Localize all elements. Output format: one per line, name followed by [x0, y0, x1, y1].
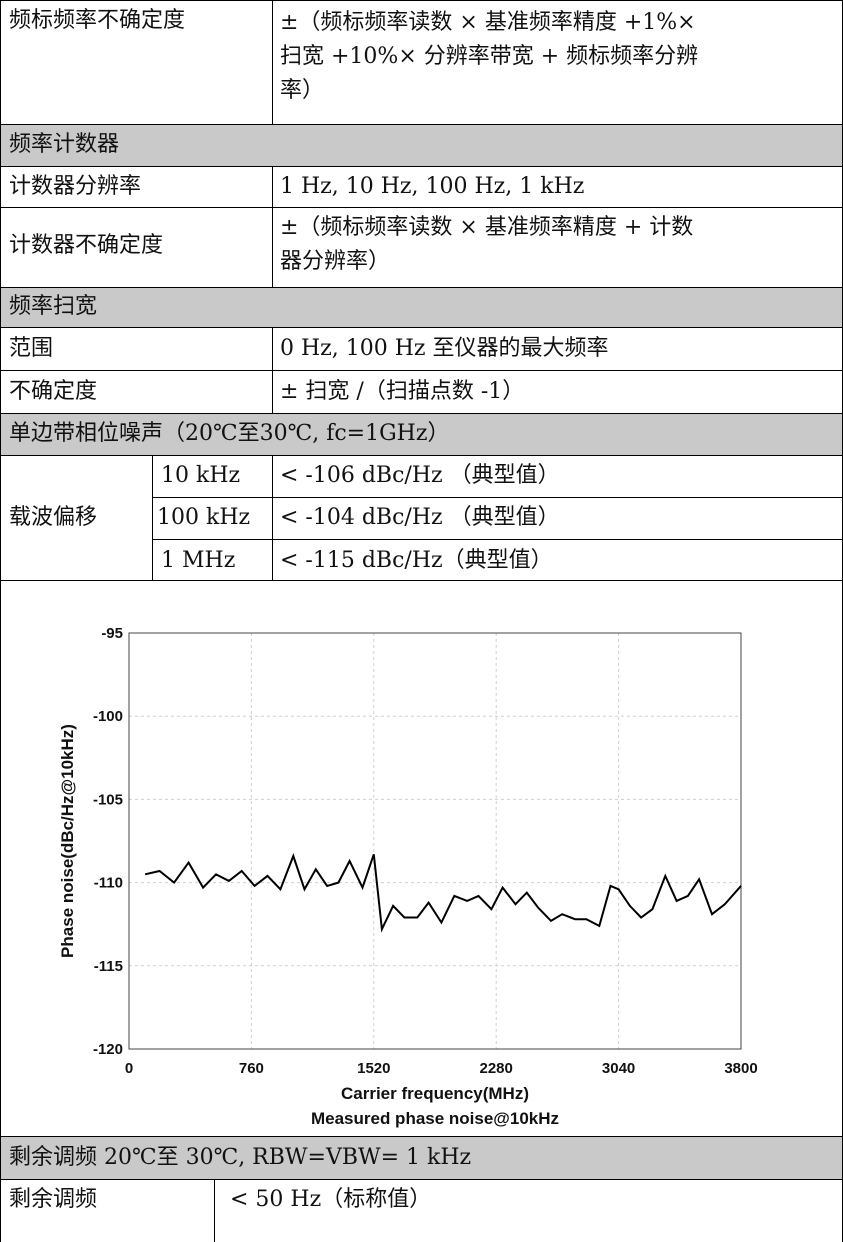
x-tick-label: 3800 [724, 1060, 757, 1077]
x-tick-label: 760 [239, 1060, 264, 1077]
row-value: < 50 Hz（标称值） [230, 1187, 432, 1212]
y-tick-label: -120 [93, 1041, 123, 1058]
section-header-phase-noise: 单边带相位噪声（20℃至30℃, fc=1GHz） [0, 414, 843, 456]
section-header-residual-fm: 剩余调频 20℃至 30℃, RBW=VBW= 1 kHz [0, 1137, 843, 1180]
row-value-line: ±（频标频率读数 × 基准频率精度 + 计数 [280, 215, 694, 240]
section-title: 频率扫宽 [9, 294, 98, 319]
y-tick-label: -105 [93, 791, 123, 808]
section-header-freq-counter: 频率计数器 [0, 125, 843, 167]
section-header-freq-span: 频率扫宽 [0, 288, 843, 328]
phase-noise-chart: 0 760 1520 2280 3040 3800 -95 -100 -105 -110 -115 -… [58, 625, 758, 1128]
row-span-range: 范围 0 Hz, 100 Hz 至仪器的最大频率 [0, 328, 843, 371]
section-title: 单边带相位噪声（20℃至30℃, fc=1GHz） [9, 421, 450, 446]
row-value-line: 扫宽 +10%× 分辨率带宽 + 频标频率分辨 [280, 44, 699, 69]
chart-grid [129, 633, 741, 1049]
row-label: 不确定度 [9, 379, 98, 404]
section-title: 频率计数器 [9, 132, 120, 157]
row-marker-freq-uncertainty: 频标频率不确定度 ±（频标频率读数 × 基准频率精度 +1%× 扫宽 +10%×… [0, 0, 843, 125]
row-value: 0 Hz, 100 Hz 至仪器的最大频率 [280, 336, 609, 361]
offset-value: < -106 dBc/Hz （典型值） [280, 463, 560, 488]
row-label: 范围 [9, 336, 54, 361]
offset-label: 10 kHz [161, 463, 241, 488]
chart-caption: Measured phase noise@10kHz [311, 1109, 559, 1128]
row-label: 频标频率不确定度 [9, 8, 186, 33]
column-divider [272, 371, 273, 413]
row-counter-uncertainty: 计数器不确定度 ±（频标频率读数 × 基准频率精度 + 计数 器分辨率） [0, 208, 843, 288]
y-tick-label: -100 [93, 708, 123, 725]
y-tick-label: -95 [101, 625, 123, 642]
column-divider [272, 456, 273, 580]
chart-row: 0 760 1520 2280 3040 3800 -95 -100 -105 -110 -115 -… [0, 581, 843, 1137]
offset-label: 100 kHz [157, 505, 251, 530]
y-tick-label: -115 [94, 958, 123, 975]
plot-frame [128, 632, 742, 1050]
section-title: 剩余调频 20℃至 30℃, RBW=VBW= 1 kHz [9, 1145, 472, 1170]
row-value: 1 Hz, 10 Hz, 100 Hz, 1 kHz [280, 174, 585, 199]
row-span-uncertainty: 不确定度 ± 扫宽 /（扫描点数 -1） [0, 371, 843, 414]
offset-value: < -104 dBc/Hz （典型值） [280, 505, 560, 530]
x-tick-label: 1520 [357, 1060, 390, 1077]
chart-ticks: 0 760 1520 2280 3040 3800 -95 -100 -105 -110 -115 -… [93, 625, 758, 1077]
column-divider [272, 167, 273, 207]
sub-row-divider [152, 539, 842, 540]
x-tick-label: 3040 [602, 1060, 635, 1077]
column-divider [272, 208, 273, 287]
row-value-line: 器分辨率） [280, 249, 391, 274]
x-axis-label: Carrier frequency(MHz) [341, 1084, 529, 1103]
column-divider [272, 328, 273, 370]
row-label: 载波偏移 [9, 505, 98, 530]
row-label: 剩余调频 [9, 1187, 98, 1212]
row-label: 计数器不确定度 [9, 233, 164, 258]
row-residual-fm: 剩余调频 < 50 Hz（标称值） [0, 1180, 843, 1242]
column-divider [152, 456, 153, 580]
series-line [144, 853, 742, 933]
y-tick-label: -110 [94, 875, 123, 892]
x-tick-label: 2280 [480, 1060, 513, 1077]
column-divider [272, 1, 273, 124]
sub-row-divider [152, 497, 842, 498]
offset-label: 1 MHz [161, 548, 236, 573]
row-carrier-offset: 载波偏移 10 kHz 100 kHz 1 MHz < -106 dBc/Hz … [0, 456, 843, 581]
row-value-line: 率） [280, 78, 325, 103]
row-counter-resolution: 计数器分辨率 1 Hz, 10 Hz, 100 Hz, 1 kHz [0, 167, 843, 208]
offset-value: < -115 dBc/Hz（典型值） [280, 548, 553, 573]
row-value: ± 扫宽 /（扫描点数 -1） [280, 379, 525, 404]
x-tick-label: 0 [125, 1060, 133, 1077]
row-label: 计数器分辨率 [9, 174, 142, 199]
column-divider [214, 1180, 215, 1242]
y-axis-label: Phase noise(dBc/Hz@10kHz) [58, 724, 77, 958]
row-value-line: ±（频标频率读数 × 基准频率精度 +1%× [280, 10, 696, 35]
